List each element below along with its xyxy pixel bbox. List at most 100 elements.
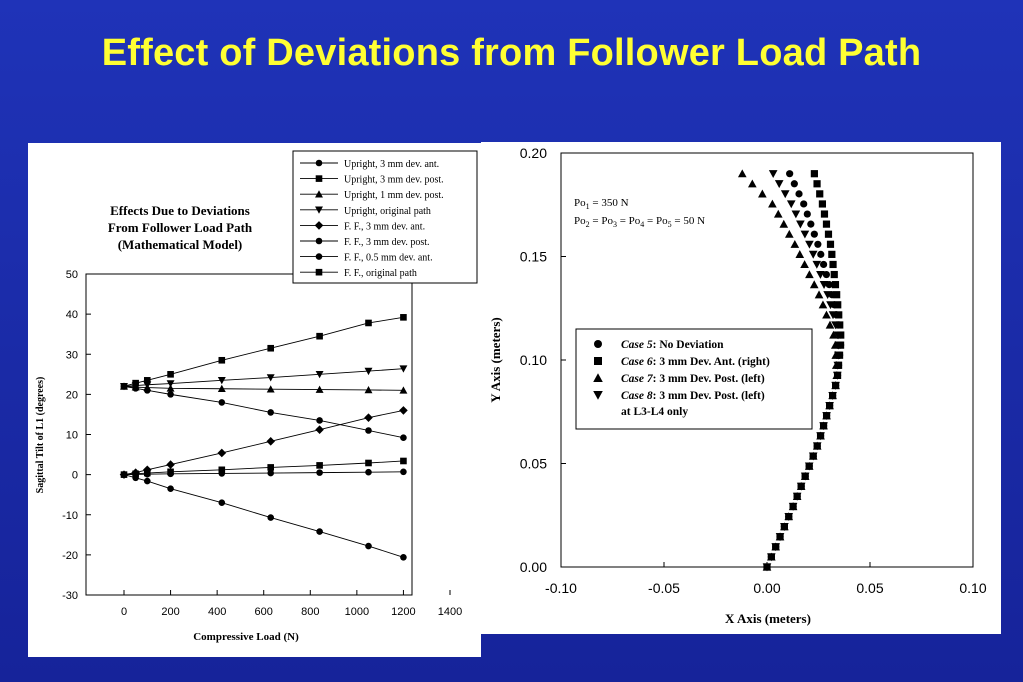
chart2-data-point xyxy=(823,291,832,300)
chart1-xtick-label: 400 xyxy=(208,606,226,618)
chart1-xtick-label: 1000 xyxy=(345,606,369,618)
chart1-data-point xyxy=(365,427,372,434)
chart1-legend-marker xyxy=(315,159,323,167)
chart2-legend-box xyxy=(575,328,813,430)
chart2-data-point xyxy=(762,563,772,572)
chart2-legend-label: Case 5: No Deviation xyxy=(621,339,724,351)
chart1-data-point xyxy=(143,381,152,389)
chart2-data-point xyxy=(825,281,833,289)
chart1-series-line xyxy=(123,385,404,439)
chart2-data-point xyxy=(837,331,845,339)
chart1-data-point xyxy=(218,399,226,406)
chart2-data-point xyxy=(809,280,819,289)
chart1-series-3 xyxy=(120,365,408,391)
chart2-data-point xyxy=(779,219,789,228)
chart2-data-point xyxy=(836,321,844,329)
chart1-xtick-label: 0 xyxy=(121,606,127,618)
chart1-series-line xyxy=(123,368,404,387)
chart2-legend-marker xyxy=(593,373,603,382)
load-vs-tilt-chart: Effects Due to Deviations From Follower … xyxy=(35,150,478,643)
chart2-data-point xyxy=(833,331,843,340)
chart2-data-point xyxy=(810,230,818,238)
chart1-data-point xyxy=(143,469,151,477)
chart2-data-point xyxy=(828,250,836,258)
chart1-ytick-label: 50 xyxy=(66,269,78,281)
chart2-data-point xyxy=(774,180,784,189)
chart1-legend-label: Upright, original path xyxy=(344,206,431,217)
chart2-data-point xyxy=(784,229,794,238)
chart2-data-point xyxy=(831,321,840,330)
chart1-legend-label: Upright, 3 mm dev. ant. xyxy=(344,159,439,170)
chart1-legend-label: F. F., 3 mm dev. ant. xyxy=(344,221,425,232)
chart1-series-2 xyxy=(120,382,408,394)
chart2-legend-label-line2: at L3-L4 only xyxy=(621,406,688,418)
slide-title: Effect of Deviations from Follower Load … xyxy=(101,32,922,74)
chart1-ytick-label: 20 xyxy=(66,389,78,401)
chart2-ytick-label: 0.05 xyxy=(520,456,547,472)
chart2-data-point xyxy=(808,250,818,259)
chart2-legend-marker xyxy=(594,340,602,348)
chart1-legend-label: F. F., 0.5 mm dev. ant. xyxy=(344,253,433,264)
chart2-xtick-label: 0.10 xyxy=(959,580,986,596)
chart1-data-point xyxy=(267,469,274,477)
chart2-data-point xyxy=(804,462,814,471)
chart1-xtick-label: 200 xyxy=(161,606,179,618)
chart1-legend-label: F. F., 3 mm dev. post. xyxy=(344,237,430,248)
chart1-legend-label: Upright, 3 mm dev. post. xyxy=(344,175,444,186)
chart2-data-point xyxy=(758,189,767,198)
chart1-data-point xyxy=(400,314,407,321)
chart1-data-point xyxy=(266,385,275,393)
chart1-data-point xyxy=(167,371,174,378)
chart2-data-point xyxy=(818,300,828,309)
chart1-data-point xyxy=(399,386,408,394)
chart2-data-point xyxy=(805,270,814,279)
chart2-xtick-label: 0.00 xyxy=(753,580,780,596)
chart2-data-point xyxy=(800,200,808,208)
chart2-data-point xyxy=(816,270,825,279)
chart2-data-point xyxy=(788,502,798,511)
chart2-data-point xyxy=(825,402,834,410)
chart1-ylabel: Sagittal Tilt of L1 (degrees) xyxy=(35,377,46,494)
chart2-data-point xyxy=(818,200,827,208)
chart1-data-point xyxy=(316,469,323,476)
chart1-series-6 xyxy=(120,468,407,478)
chart2-data-point xyxy=(832,371,842,380)
chart1-data-point xyxy=(217,448,227,458)
chart1-data-point xyxy=(132,470,139,478)
chart1-data-point xyxy=(120,383,128,391)
chart2-data-point xyxy=(833,351,843,360)
chart1-legend-marker xyxy=(315,268,323,276)
chart2-data-point xyxy=(820,260,828,269)
chart1-data-point xyxy=(365,542,372,550)
chart2-data-point xyxy=(780,523,789,531)
chart1-xtick-label: 1200 xyxy=(391,606,415,618)
chart1-data-point xyxy=(316,332,323,340)
chart2-data-point xyxy=(834,341,844,350)
chart2-data-point xyxy=(800,260,809,269)
chart1-data-point xyxy=(315,425,324,434)
chart1-plot-frame xyxy=(85,273,413,596)
chart1-series-line xyxy=(123,385,404,391)
chart2-data-point xyxy=(768,170,778,179)
chart2-data-point xyxy=(812,260,822,269)
chart1-data-point xyxy=(167,468,174,476)
chart1-data-point xyxy=(167,485,174,492)
chart2-ytick-label: 0.15 xyxy=(520,249,547,265)
chart2-data-point xyxy=(790,239,800,248)
chart1-ytick-label: -30 xyxy=(62,590,78,602)
chart1-data-point xyxy=(143,477,151,485)
chart1-data-point xyxy=(267,409,274,416)
chart1-data-point xyxy=(167,391,174,398)
chart2-data-point xyxy=(775,533,785,542)
chart1-data-point xyxy=(267,344,274,352)
chart1-legend-marker xyxy=(315,206,323,214)
chart1-ytick-label: 0 xyxy=(72,470,78,482)
chart2-data-point xyxy=(830,270,838,279)
chart1-series-5 xyxy=(120,471,407,561)
chart1-series-line xyxy=(123,316,404,387)
chart1-ytick-label: 30 xyxy=(66,349,78,361)
chart1-data-point xyxy=(365,468,372,476)
chart1-data-point xyxy=(218,499,226,507)
chart2-data-point xyxy=(828,391,837,400)
chart2-data-point xyxy=(812,442,822,451)
